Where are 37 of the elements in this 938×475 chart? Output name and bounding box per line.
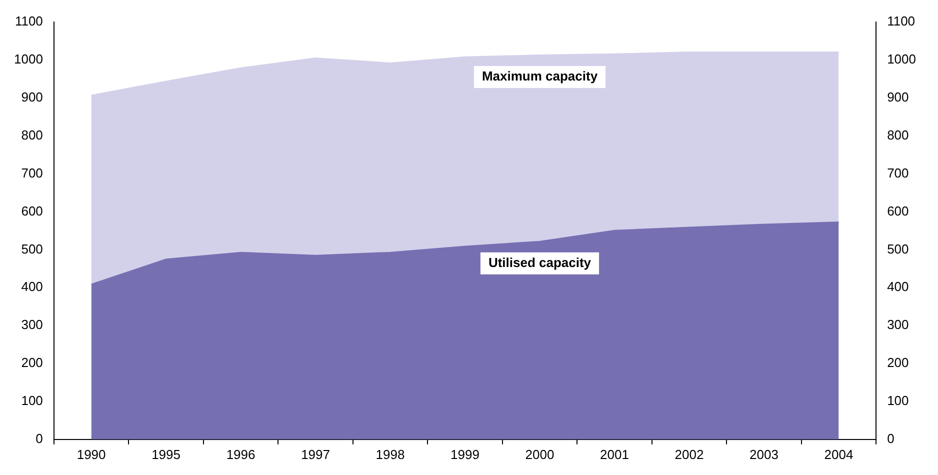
- y-tick-label: 200: [21, 355, 43, 370]
- y2-tick-label: 1100: [887, 14, 916, 29]
- y-tick-label: 400: [21, 279, 43, 294]
- y2-tick-label: 1000: [887, 52, 916, 67]
- x-tick-label: 1990: [76, 446, 106, 462]
- y2-tick-label: 800: [887, 127, 909, 142]
- y-tick-label: 100: [21, 393, 43, 408]
- y2-tick-label: 0: [887, 430, 894, 446]
- x-tick-label: 1996: [226, 446, 256, 462]
- y-tick-label: 500: [21, 241, 43, 256]
- x-tick-label: 2002: [674, 446, 704, 462]
- y2-tick-label: 500: [887, 241, 909, 256]
- y2-tick-label: 600: [887, 203, 909, 218]
- y-tick-label: 900: [21, 89, 43, 104]
- y2-tick-label: 400: [887, 279, 909, 294]
- x-tick-label: 1999: [450, 446, 480, 462]
- y2-tick-label: 900: [887, 89, 909, 104]
- y2-tick-label: 300: [887, 317, 909, 332]
- x-tick-label: 2004: [824, 446, 854, 462]
- x-tick-label: 2001: [600, 446, 629, 462]
- x-tick-label: 2000: [525, 446, 554, 462]
- x-tick-label: 2003: [750, 446, 778, 462]
- y-tick-label: 1000: [14, 52, 43, 67]
- y-tick-label: 300: [21, 317, 43, 332]
- y-tick-label: 1100: [14, 14, 43, 29]
- y2-tick-label: 200: [887, 355, 909, 370]
- y2-tick-label: 700: [887, 165, 909, 180]
- x-tick-label: 1997: [301, 446, 330, 462]
- x-tick-label: 1995: [152, 446, 180, 462]
- y-tick-label: 0: [36, 430, 43, 446]
- y-tick-label: 700: [21, 165, 43, 180]
- x-tick-label: 1998: [376, 446, 405, 462]
- series-label: Utilised capacity: [488, 254, 592, 270]
- y2-tick-label: 100: [887, 393, 909, 408]
- series-label: Maximum capacity: [482, 68, 598, 84]
- y-tick-label: 800: [21, 127, 43, 142]
- y-tick-label: 600: [21, 203, 43, 218]
